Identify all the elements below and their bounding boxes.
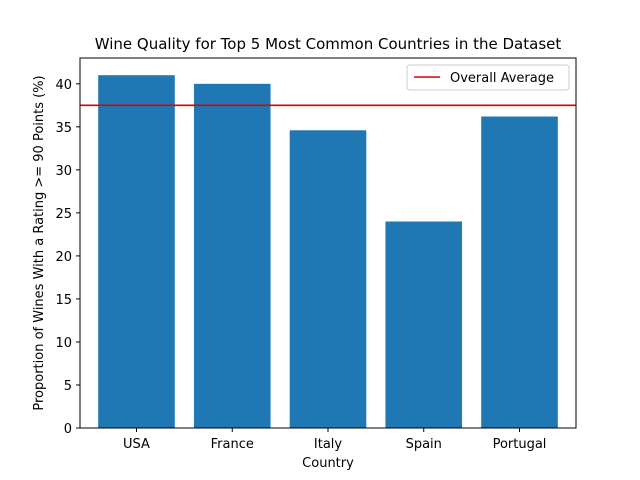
legend-box <box>406 64 570 91</box>
y-tick-label: 30 <box>55 164 72 179</box>
y-tick-label: 20 <box>55 250 72 265</box>
chart-title: Wine Quality for Top 5 Most Common Count… <box>95 35 562 53</box>
y-axis-ticks: 0 5 10 15 20 25 30 35 40 <box>55 78 80 437</box>
bar-portugal <box>481 116 558 428</box>
y-tick-label: 15 <box>55 293 72 308</box>
bar-usa <box>98 75 175 429</box>
plot-frame <box>79 57 577 429</box>
bars <box>98 75 558 429</box>
y-tick-label: 5 <box>64 379 72 394</box>
x-tick-label: Italy <box>314 437 343 452</box>
x-axis-label: Country <box>302 456 354 471</box>
y-axis-label: Proportion of Wines With a Rating >= 90 … <box>32 75 47 410</box>
x-tick-label: USA <box>123 437 150 452</box>
y-tick-label: 40 <box>55 78 72 93</box>
x-tick-label: Spain <box>406 437 442 452</box>
bar-france <box>193 83 271 428</box>
y-tick-label: 0 <box>64 422 72 437</box>
legend: Overall Average <box>406 64 570 91</box>
legend-label: Overall Average <box>450 71 554 86</box>
bar-spain <box>385 221 463 428</box>
x-tick-label: Portugal <box>493 437 547 452</box>
x-axis-ticks: USA France Italy Spain Portugal <box>123 428 546 452</box>
y-tick-label: 10 <box>55 336 72 351</box>
y-tick-label: 35 <box>55 121 72 136</box>
y-tick-label: 25 <box>55 207 72 222</box>
bar-italy <box>289 130 367 429</box>
x-tick-label: France <box>211 437 254 452</box>
